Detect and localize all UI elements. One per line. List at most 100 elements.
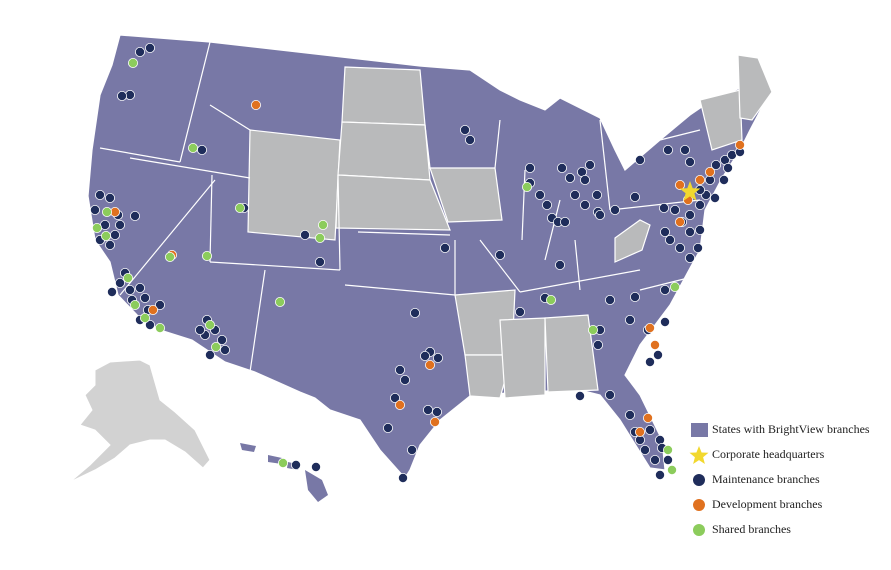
shared-branch-marker — [201, 250, 212, 261]
development-branch-marker — [705, 166, 716, 177]
maintenance-branch-marker — [723, 162, 734, 173]
shared-branch-marker — [92, 222, 103, 233]
development-branch-marker — [675, 216, 686, 227]
legend-label-development: Development branches — [712, 497, 823, 511]
legend-item-states: States with BrightView branches — [688, 417, 888, 442]
legend-label-maintenance: Maintenance branches — [712, 472, 820, 486]
shared-branch-marker — [102, 206, 113, 217]
state-north-dakota — [341, 66, 426, 126]
development-branch-marker — [650, 339, 661, 350]
maintenance-branch-marker — [310, 461, 321, 472]
maintenance-branch-marker — [399, 374, 410, 385]
maintenance-branch-marker — [107, 286, 118, 297]
maintenance-branch-marker — [382, 422, 393, 433]
maintenance-branch-marker — [95, 189, 106, 200]
maintenance-branch-marker — [695, 224, 706, 235]
maintenance-branch-marker — [660, 226, 671, 237]
hawaii-islands — [240, 443, 328, 502]
development-branch-marker — [735, 139, 746, 150]
maintenance-branch-marker — [494, 249, 505, 260]
maintenance-branch-marker — [575, 390, 586, 401]
shared-branch-marker — [314, 232, 325, 243]
maintenance-branch-marker — [605, 294, 616, 305]
development-branch-marker — [250, 100, 261, 111]
shared-branch-marker — [204, 319, 215, 330]
maintenance-branch-marker — [693, 242, 704, 253]
maintenance-branch-marker — [115, 277, 126, 288]
state-border-line — [479, 239, 521, 293]
maintenance-branch-marker — [625, 314, 636, 325]
shared-branch-marker — [210, 341, 221, 352]
state-border-line — [519, 269, 641, 293]
shared-branch-marker — [663, 444, 674, 455]
maintenance-branch-marker — [204, 349, 215, 360]
star-icon — [689, 445, 709, 464]
state-border-line — [179, 41, 211, 163]
maintenance-branch-marker — [660, 316, 671, 327]
maintenance-branch-marker — [570, 189, 581, 200]
development-branch-marker — [635, 426, 646, 437]
maintenance-branch-marker — [432, 352, 443, 363]
state-border-line — [209, 174, 213, 263]
state-border-line — [129, 157, 251, 179]
maintenance-branch-marker — [560, 216, 571, 227]
maintenance-branch-marker — [422, 404, 433, 415]
square-swatch-icon — [690, 422, 708, 437]
state-south-dakota — [337, 121, 431, 181]
shared-branch-marker — [588, 324, 599, 335]
maintenance-branch-marker — [219, 344, 230, 355]
maintenance-branch-marker — [90, 204, 101, 215]
branch-markers — [90, 43, 746, 483]
maintenance-branch-marker — [459, 125, 470, 136]
development-branch-marker — [429, 416, 440, 427]
maintenance-branch-marker — [663, 454, 674, 465]
maintenance-branch-marker — [635, 154, 646, 165]
maintenance-branch-marker — [406, 444, 417, 455]
state-mississippi — [499, 317, 546, 399]
state-border-line — [337, 174, 341, 271]
state-border-line — [119, 179, 216, 296]
development-branch-marker — [394, 399, 405, 410]
dot-icon — [693, 523, 705, 536]
maintenance-branch-marker — [535, 189, 546, 200]
state-border-line — [249, 269, 266, 373]
maintenance-branch-marker — [299, 229, 310, 240]
maintenance-branch-marker — [397, 472, 408, 483]
state-maine — [737, 54, 773, 121]
development-branch-marker — [675, 179, 686, 190]
maintenance-branch-marker — [695, 199, 706, 210]
maintenance-branch-marker — [389, 392, 400, 403]
shared-branch-marker — [234, 202, 245, 213]
state-vermont-nh — [699, 89, 743, 151]
maintenance-branch-marker — [105, 239, 116, 250]
shared-branch-marker — [277, 457, 288, 468]
hq-star-icon — [679, 181, 701, 201]
state-border-line — [599, 119, 611, 211]
legend-label-shared: Shared branches — [712, 522, 791, 536]
maintenance-branch-marker — [196, 144, 207, 155]
maintenance-branch-marker — [464, 134, 475, 145]
shared-branch-marker — [546, 294, 557, 305]
state-wyoming — [247, 129, 341, 241]
maintenance-branch-marker — [630, 291, 641, 302]
maintenance-branch-marker — [685, 252, 696, 263]
shared-branch-marker — [164, 251, 175, 262]
state-borders — [99, 41, 701, 373]
state-border-line — [544, 199, 561, 261]
development-branch-marker — [424, 359, 435, 370]
maintenance-branch-marker — [610, 204, 621, 215]
dot-icon — [693, 473, 705, 486]
maintenance-branch-marker — [129, 210, 140, 221]
state-border-line — [494, 119, 501, 169]
maintenance-branch-marker — [117, 91, 128, 102]
maintenance-branch-marker — [290, 459, 301, 470]
state-alabama — [544, 314, 599, 393]
shared-branch-marker — [127, 58, 138, 69]
state-border-line — [639, 274, 701, 291]
state-border-line — [209, 261, 341, 271]
shared-branch-marker — [101, 230, 112, 241]
state-border-line — [574, 239, 581, 291]
maintenance-branch-marker — [580, 174, 591, 185]
state-louisiana — [464, 354, 513, 399]
